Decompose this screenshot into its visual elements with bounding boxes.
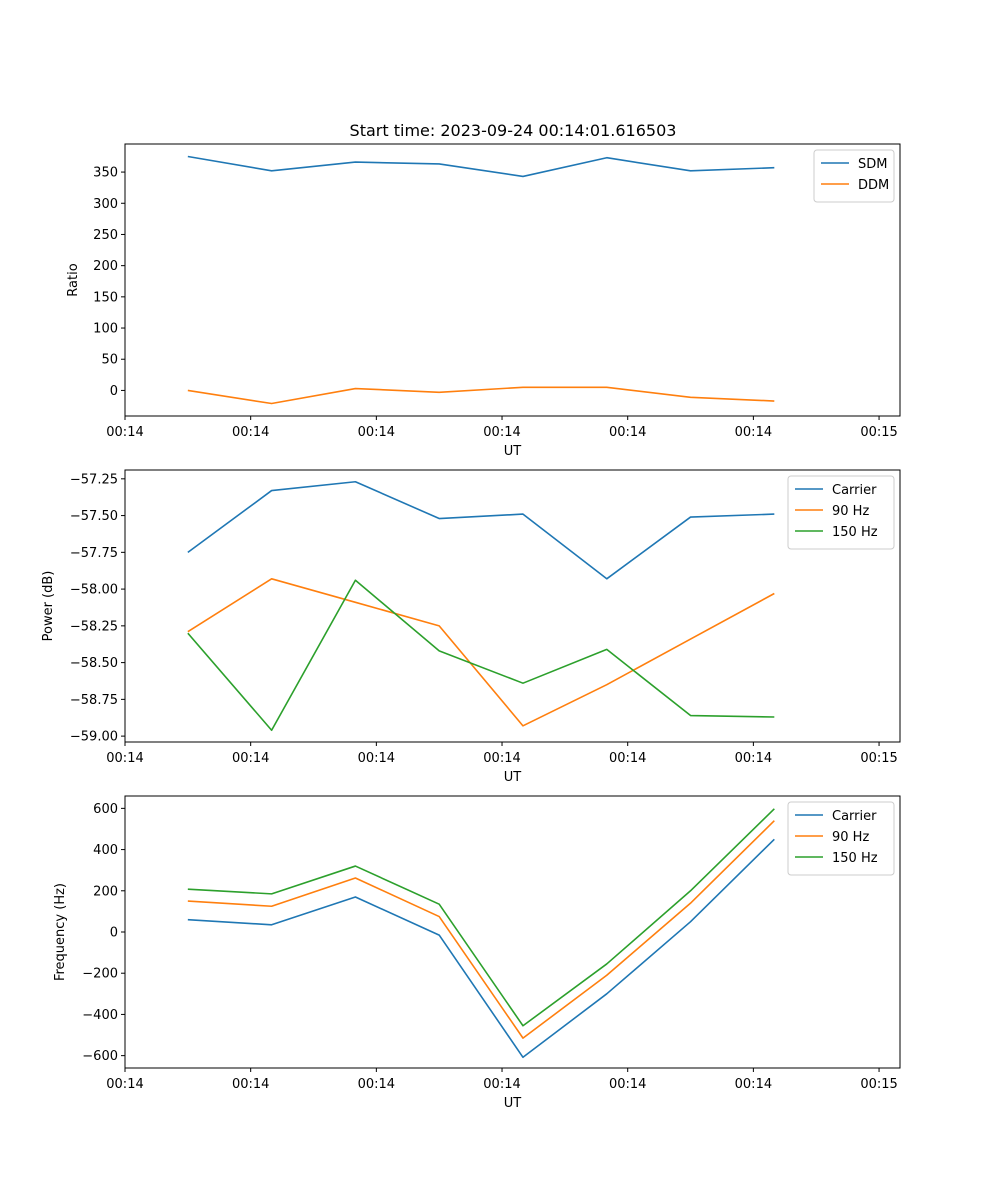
x-tick-label: 00:14 [106,751,143,766]
x-tick-label: 00:14 [609,425,646,440]
y-tick-label: 200 [93,259,118,274]
x-axis-label: UT [504,444,522,459]
y-tick-label: 600 [93,802,118,817]
series-line-150-hz [187,808,775,1027]
y-tick-label: −59.00 [70,730,118,745]
y-tick-label: −57.75 [70,546,118,561]
x-tick-label: 00:14 [358,1077,395,1092]
y-tick-label: 300 [93,197,118,212]
axes-frame [124,143,901,417]
x-tick-label: 00:14 [358,751,395,766]
y-tick-label: 0 [110,384,118,399]
x-tick-label: 00:14 [609,1077,646,1092]
subplot-ratio: 00:14 00:14 00:14 00:14 00:14 00:14 00:15 0 50 10… [66,143,901,459]
x-tick-label: 00:14 [358,425,395,440]
y-tick-label: 250 [93,228,118,243]
y-tick-label: −200 [82,967,118,982]
x-tick-label: 00:15 [860,425,897,440]
x-tick-label: 00:14 [483,425,520,440]
legend-label: Carrier [832,483,877,498]
x-tick-label: 00:14 [483,1077,520,1092]
y-tick-label: 50 [101,353,118,368]
chart-title: Start time: 2023-09-24 00:14:01.616503 [350,121,677,140]
y-tick-label: 0 [110,926,118,941]
x-tick-label: 00:14 [106,425,143,440]
x-tick-label: 00:14 [609,751,646,766]
legend-label: 150 Hz [832,851,878,866]
y-tick-label: −58.75 [70,693,118,708]
x-tick-label: 00:14 [735,1077,772,1092]
series-line-150-hz [187,579,775,732]
legend-label: SDM [858,157,887,172]
y-tick-label: 150 [93,290,118,305]
series-line-ddm [187,386,775,405]
subplot-power: 00:14 00:14 00:14 00:14 00:14 00:14 00:15 −59.0… [41,469,901,785]
legend-label: 150 Hz [832,525,878,540]
y-tick-label: 200 [93,884,118,899]
x-tick-label: 00:14 [232,425,269,440]
x-axis-label: UT [504,1096,522,1111]
x-tick-label: 00:14 [232,751,269,766]
x-tick-label: 00:14 [483,751,520,766]
y-tick-label: −57.25 [70,472,118,487]
y-tick-label: 350 [93,166,118,181]
series-line-90-hz [187,820,775,1039]
y-axis-label: Ratio [66,263,81,296]
axes-frame [124,469,901,743]
legend-label: 90 Hz [832,830,869,845]
legend-label: Carrier [832,809,877,824]
x-tick-label: 00:14 [106,1077,143,1092]
series-line-90-hz [187,577,775,727]
y-tick-label: −400 [82,1008,118,1023]
x-tick-label: 00:14 [735,425,772,440]
x-tick-label: 00:15 [860,1077,897,1092]
y-axis-label: Power (dB) [41,571,56,642]
series-line-sdm [187,155,775,178]
y-tick-label: 400 [93,843,118,858]
y-axis-label: Frequency (Hz) [53,883,68,981]
y-tick-label: −58.25 [70,619,118,634]
y-tick-label: −57.50 [70,509,118,524]
series-line-carrier [187,480,775,580]
series-line-carrier [187,838,775,1059]
y-tick-label: −58.00 [70,583,118,598]
legend-label: 90 Hz [832,504,869,519]
y-tick-label: 100 [93,322,118,337]
x-tick-label: 00:14 [735,751,772,766]
x-tick-label: 00:15 [860,751,897,766]
y-tick-label: −600 [82,1049,118,1064]
y-tick-label: −58.50 [70,656,118,671]
x-tick-label: 00:14 [232,1077,269,1092]
subplot-frequency: 00:14 00:14 00:14 00:14 00:14 00:14 00:15 −600 −… [53,795,901,1111]
x-axis-label: UT [504,770,522,785]
legend-label: DDM [858,178,889,193]
